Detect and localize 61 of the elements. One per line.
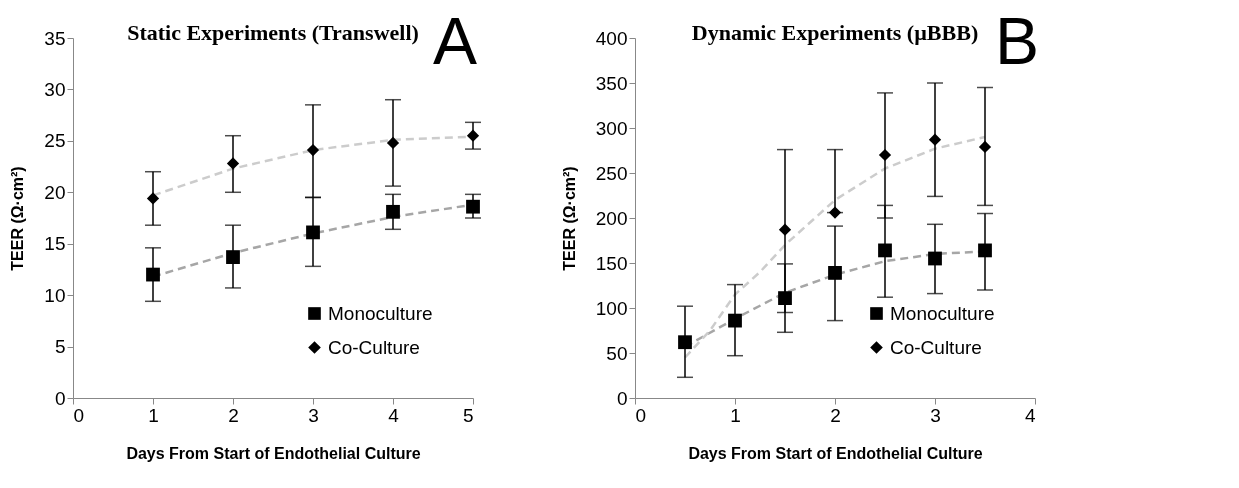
- y-tick-label: 10: [44, 284, 66, 306]
- y-tick-label: 150: [595, 252, 628, 274]
- x-tick-label: 3: [930, 404, 941, 426]
- x-axis-title: Days From Start of Endothelial Culture: [688, 444, 983, 462]
- y-tick-label: 250: [595, 162, 628, 184]
- point: [386, 204, 400, 219]
- y-tick-label: 0: [616, 387, 628, 409]
- x-tick-label: 0: [73, 404, 85, 426]
- point: [928, 251, 942, 266]
- y-tick-label: 100: [595, 297, 628, 319]
- point: [978, 243, 992, 258]
- legend-label: Monoculture: [890, 302, 995, 324]
- point: [146, 192, 160, 205]
- y-axis-title: TEER (Ω·cm²): [9, 166, 27, 271]
- y-tick-label: 15: [44, 233, 66, 255]
- x-tick-label: 4: [388, 404, 400, 426]
- annotation: A: [432, 4, 477, 78]
- x-tick-label: 3: [308, 404, 319, 426]
- y-tick-label: 350: [595, 72, 628, 94]
- y-tick-label: 50: [606, 342, 628, 364]
- y-tick-label: 400: [595, 27, 628, 49]
- point: [386, 136, 400, 150]
- annotation: B: [994, 4, 1039, 78]
- x-tick-label: 4: [1024, 404, 1036, 426]
- y-tick-label: 20: [44, 181, 66, 203]
- point: [226, 157, 240, 170]
- legend-label: Co-Culture: [890, 336, 982, 358]
- chart-title: Dynamic Experiments (µBBB): [691, 20, 979, 45]
- x-tick-label: 1: [148, 404, 159, 426]
- point: [978, 140, 992, 154]
- point: [466, 199, 480, 214]
- x-tick-label: 2: [830, 404, 841, 426]
- legend-label: Co-Culture: [328, 336, 420, 358]
- point: [878, 148, 892, 162]
- point: [306, 143, 320, 157]
- point: [678, 335, 692, 350]
- y-tick-label: 0: [54, 387, 66, 409]
- point: [226, 250, 240, 264]
- point: [828, 266, 842, 280]
- y-tick-label: 200: [595, 207, 628, 229]
- point: [928, 133, 942, 146]
- y-tick-label: 35: [44, 27, 66, 49]
- point: [466, 129, 480, 142]
- point: [878, 243, 892, 258]
- y-tick-label: 25: [44, 130, 66, 152]
- point: [728, 313, 742, 328]
- y-tick-label: 30: [44, 78, 66, 100]
- y-tick-label: 5: [54, 336, 66, 358]
- x-tick-label: 2: [228, 404, 239, 426]
- point: [828, 206, 842, 219]
- x-axis-title: Days From Start of Endothelial Culture: [126, 444, 421, 462]
- y-tick-label: 300: [595, 117, 628, 139]
- point: [146, 267, 160, 282]
- x-tick-label: 0: [635, 404, 647, 426]
- y-axis-title: TEER (Ω·cm²): [560, 166, 578, 271]
- legend-label: Monoculture: [328, 302, 433, 324]
- x-tick-label: 5: [462, 404, 474, 426]
- chart-title: Static Experiments (Transwell): [127, 20, 419, 45]
- x-tick-label: 1: [730, 404, 741, 426]
- point: [306, 225, 320, 240]
- point: [778, 223, 792, 236]
